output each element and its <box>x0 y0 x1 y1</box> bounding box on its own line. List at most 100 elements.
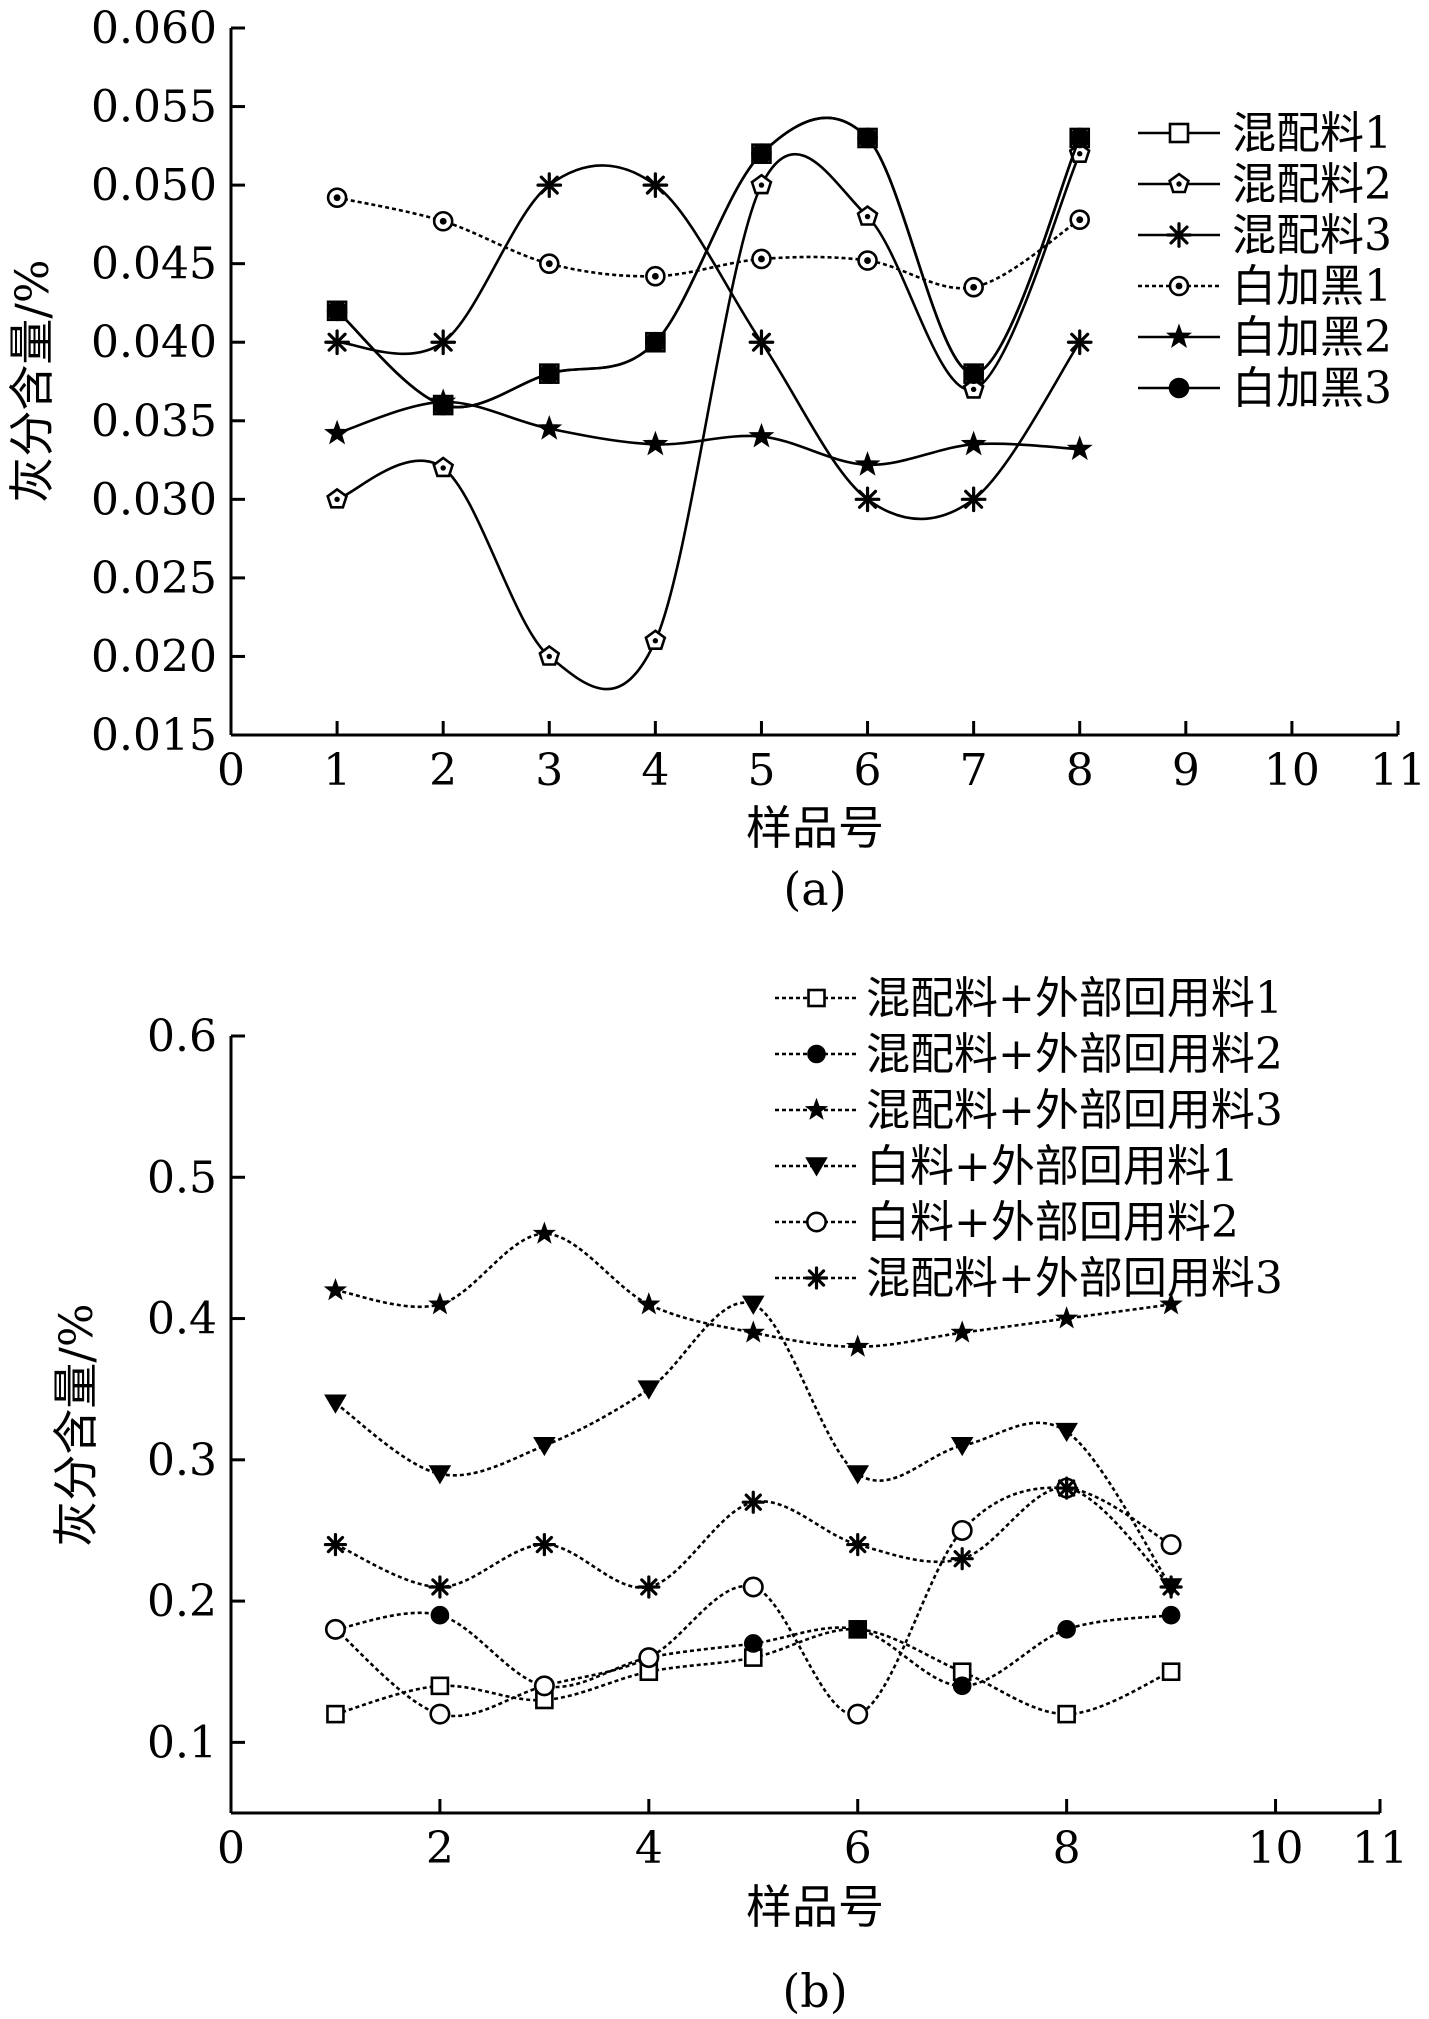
x-tick-label: 11 <box>1370 745 1426 796</box>
legend-marker <box>1165 323 1193 349</box>
data-point <box>1161 1662 1181 1682</box>
data-point <box>1159 1292 1183 1315</box>
data-point-dot <box>652 638 659 644</box>
data-point <box>750 173 773 195</box>
legend-marker <box>805 1211 827 1233</box>
legend-marker <box>1168 122 1190 144</box>
series-4 <box>326 187 1091 298</box>
x-tick-label: 1 <box>323 745 351 796</box>
data-point <box>1055 1476 1079 1500</box>
data-point <box>638 1647 660 1669</box>
data-point <box>642 172 669 198</box>
x-tick-label: 0 <box>217 745 245 796</box>
data-point <box>536 172 563 198</box>
data-point <box>848 1620 868 1639</box>
data-point <box>950 1547 974 1571</box>
chart-caption: (b) <box>782 1964 847 2018</box>
data-point <box>951 1519 973 1541</box>
y-tick-label: 0.055 <box>91 82 217 133</box>
data-point-dot <box>970 283 978 291</box>
y-tick-label: 0.040 <box>91 317 217 368</box>
data-point-dot <box>546 653 552 660</box>
legend-marker-stroke <box>1169 225 1189 245</box>
data-point-stroke <box>535 1535 554 1554</box>
data-point <box>536 415 563 440</box>
data-point-stroke <box>857 489 878 509</box>
data-point-dot <box>1076 216 1084 224</box>
data-point-stroke <box>751 332 772 352</box>
legend-marker <box>1168 377 1190 399</box>
series-2 <box>326 142 1091 691</box>
data-point <box>741 1490 765 1514</box>
legend-marker-dot <box>1176 181 1182 187</box>
series-5 <box>324 388 1093 476</box>
legend-entry: 混配料+外部回用料1 <box>866 973 1283 1024</box>
series-line <box>336 400 1080 467</box>
data-point <box>743 1634 763 1653</box>
data-point <box>1066 329 1093 356</box>
x-tick-label: 2 <box>429 745 457 796</box>
data-point <box>1161 1605 1181 1625</box>
series-2 <box>326 1605 1181 1696</box>
x-tick-label: 5 <box>747 745 775 796</box>
x-tick-label: 10 <box>1248 1823 1304 1874</box>
y-axis-label: 灰分含量/% <box>49 1303 103 1546</box>
data-point-stroke <box>1057 1479 1076 1497</box>
legend-marker <box>804 1266 829 1290</box>
series-6 <box>323 1476 1183 1599</box>
data-point <box>538 363 560 384</box>
legend-entry: 白料+外部回用料1 <box>866 1141 1239 1192</box>
x-tick-label: 6 <box>844 1823 872 1874</box>
data-point-stroke <box>1070 332 1090 352</box>
y-tick-label: 0.060 <box>91 3 217 54</box>
data-point-stroke <box>744 1493 762 1511</box>
x-tick-label: 10 <box>1264 745 1320 796</box>
legend-entry: 混配料3 <box>1232 210 1392 261</box>
chart-b: 0.1 0.2 0.3 0.4 0.5 0.6 0 2 4 6 8 10 11 样品号 灰分含量/% (b) 混… <box>49 973 1408 2018</box>
legend-entry: 白加黑2 <box>1232 312 1392 363</box>
y-tick-label: 0.2 <box>147 1576 217 1627</box>
x-tick-label: 2 <box>426 1823 454 1874</box>
series-6 <box>326 116 1091 416</box>
legend-entry: 混配料+外部回用料3 <box>866 1253 1283 1304</box>
data-point <box>538 644 561 666</box>
data-point-dot <box>970 386 977 393</box>
data-point <box>960 430 987 456</box>
legend-marker <box>807 1044 826 1064</box>
y-axis-label: 灰分含量/% <box>5 259 59 502</box>
data-point <box>326 487 349 509</box>
legend-marker <box>1168 172 1190 194</box>
y-tick-label: 0.045 <box>91 239 217 290</box>
data-point <box>432 210 454 232</box>
data-point-stroke <box>1162 1578 1180 1596</box>
data-point <box>1055 1422 1078 1443</box>
legend-marker <box>805 1157 828 1177</box>
x-axis-label: 样品号 <box>746 1880 884 1934</box>
data-point <box>748 422 775 448</box>
data-point-dot <box>1077 150 1083 157</box>
data-point <box>952 1676 972 1696</box>
x-tick-label: 6 <box>854 745 882 796</box>
data-point <box>432 456 455 478</box>
data-point <box>637 1380 661 1400</box>
data-point-stroke <box>431 1578 449 1596</box>
data-point <box>324 1394 347 1414</box>
data-point <box>323 1278 348 1301</box>
data-point <box>846 1532 870 1557</box>
data-point-dot <box>758 182 765 188</box>
legend-marker <box>807 988 826 1008</box>
data-point <box>1054 1306 1079 1329</box>
legend-entry: 混配料1 <box>1232 108 1392 159</box>
data-point-dot <box>651 272 659 280</box>
x-tick-label: 8 <box>1053 1823 1081 1874</box>
data-point <box>950 1436 974 1457</box>
y-tick-label: 0.030 <box>91 474 217 525</box>
legend-marker-dot <box>1175 282 1183 290</box>
data-point <box>532 1221 557 1244</box>
data-point-dot <box>439 217 447 225</box>
x-tick-label: 8 <box>1066 745 1094 796</box>
data-point <box>1057 1620 1076 1639</box>
x-axis-label: 样品号 <box>746 801 884 855</box>
